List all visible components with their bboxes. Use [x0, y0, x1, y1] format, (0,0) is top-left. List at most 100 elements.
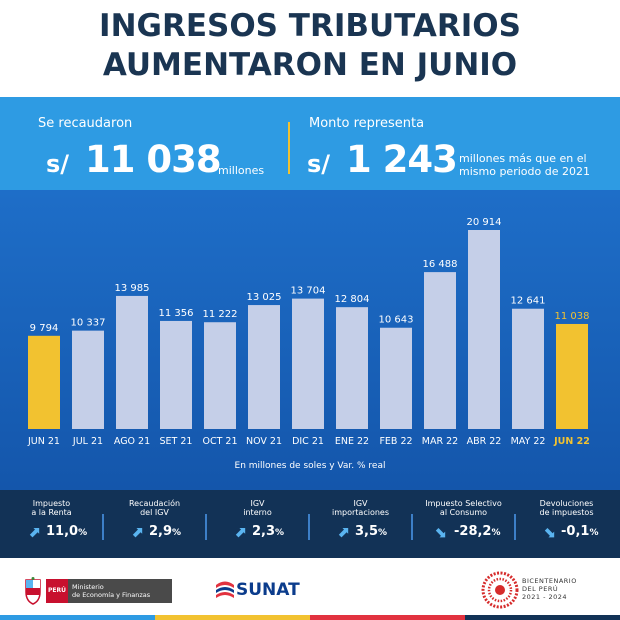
- indicator-label-line-1: IGV: [250, 499, 265, 508]
- indicator-value: 11,0%: [46, 524, 87, 539]
- x-tick-label: ENE 22: [335, 436, 369, 447]
- x-tick-label: ABR 22: [467, 436, 502, 447]
- indicator-label: IGV importaciones: [309, 499, 412, 517]
- page-title-line-1: INGRESOS TRIBUTARIOS: [99, 8, 521, 44]
- bicentenario-line-3: 2021 - 2024: [522, 593, 568, 601]
- indicator-value: -0,1%: [561, 524, 598, 539]
- bar-value-label: 13 985: [115, 283, 150, 294]
- x-tick-label: JUL 21: [72, 436, 103, 447]
- arrow-down-icon: ⬊: [543, 523, 556, 541]
- footer-color-stripe: [0, 615, 620, 620]
- indicator-label-line-1: Impuesto Selectivo: [425, 499, 502, 508]
- arrow-up-icon: ⬈: [234, 523, 247, 541]
- x-tick-label: NOV 21: [246, 436, 282, 447]
- bicentenario-emblem-icon: [481, 571, 519, 609]
- bicentenario-logo: BICENTENARIO DEL PERÚ 2021 - 2024: [480, 568, 590, 612]
- indicator-unit: %: [275, 528, 285, 538]
- x-tick-label: JUN 22: [553, 436, 590, 447]
- difference-currency: s/: [307, 150, 331, 178]
- bar-jun-22: [556, 323, 588, 429]
- bar-feb-22: [380, 327, 412, 429]
- indicator-number: 2,9: [149, 524, 173, 539]
- page-title-line-2: AUMENTARON EN JUNIO: [102, 47, 518, 83]
- bar-nov-21: [248, 305, 280, 429]
- bar-set-21: [160, 320, 192, 429]
- bar-value-label: 20 914: [467, 217, 502, 228]
- indicator-label-line-2: importaciones: [332, 508, 389, 517]
- bar-jun-21: [28, 335, 60, 429]
- indicator-number: -28,2: [454, 524, 492, 539]
- indicator-label-line-2: al Consumo: [439, 508, 488, 517]
- sunat-label: SUNAT: [236, 580, 300, 600]
- indicator-label-line-1: Impuesto: [32, 499, 71, 508]
- indicator-separator: [514, 514, 516, 540]
- peru-shield-icon: [25, 577, 41, 605]
- indicator-separator: [308, 514, 310, 540]
- indicator-unit: %: [78, 528, 88, 538]
- indicator-label: Recaudación del IGV: [103, 499, 206, 517]
- chart-note: En millones de soles y Var. % real: [234, 461, 386, 471]
- indicator-item: IGV interno ⬈ 2,3%: [206, 490, 309, 558]
- bar-value-label: 9 794: [30, 323, 59, 334]
- difference-value: 1 243: [346, 138, 458, 181]
- bar-value-label: 13 704: [291, 286, 326, 297]
- indicator-item: Recaudación del IGV ⬈ 2,9%: [103, 490, 206, 558]
- bar-may-22: [512, 308, 544, 429]
- bar-value-label: 16 488: [423, 259, 458, 270]
- collected-unit: millones: [218, 164, 265, 177]
- indicator-label-line-2: del IGV: [140, 508, 169, 517]
- collected-currency: s/: [46, 150, 70, 178]
- bar-ago-21: [116, 295, 148, 429]
- indicator-item: Impuesto a la Renta ⬈ 11,0%: [0, 490, 103, 558]
- difference-unit-line-1: millones más que en el: [459, 152, 587, 165]
- bar-ene-22: [336, 307, 368, 429]
- indicator-unit: %: [172, 528, 182, 538]
- bar-value-label: 10 643: [379, 315, 414, 326]
- x-tick-label: AGO 21: [114, 436, 150, 447]
- bicentenario-line-2: DEL PERÚ: [522, 585, 559, 593]
- indicator-number: 11,0: [46, 524, 79, 539]
- x-tick-label: OCT 21: [202, 436, 237, 447]
- indicator-value: 2,9%: [149, 524, 181, 539]
- arrow-up-icon: ⬈: [28, 523, 41, 541]
- bar-value-label: 11 038: [555, 311, 590, 322]
- indicator-label: IGV interno: [206, 499, 309, 517]
- x-tick-label: MAY 22: [511, 436, 546, 447]
- indicator-item: IGV importaciones ⬈ 3,5%: [309, 490, 412, 558]
- indicator-label-line-1: Devoluciones: [539, 499, 594, 508]
- indicator-item: Devoluciones de impuestos ⬊ -0,1%: [515, 490, 618, 558]
- arrow-up-icon: ⬈: [337, 523, 350, 541]
- difference-unit-line-2: mismo periodo de 2021: [459, 165, 590, 178]
- ministry-line-1: Ministerio: [72, 583, 104, 591]
- collected-label: Se recaudaron: [38, 116, 133, 131]
- bar-dic-21: [292, 298, 324, 429]
- indicator-number: 3,5: [355, 524, 379, 539]
- arrow-up-icon: ⬈: [131, 523, 144, 541]
- indicator-label: Devoluciones de impuestos: [515, 499, 618, 517]
- sunat-logo: SUNAT: [214, 575, 314, 607]
- stats-divider: [288, 122, 290, 174]
- indicator-separator: [205, 514, 207, 540]
- indicator-label-line-1: Recaudación: [128, 499, 181, 508]
- indicator-separator: [102, 514, 104, 540]
- bar-value-label: 11 222: [203, 309, 238, 320]
- indicator-label-line-2: de impuestos: [539, 508, 594, 517]
- bar-value-label: 10 337: [71, 318, 106, 329]
- collected-value: 11 038: [85, 138, 222, 181]
- bar-abr-22: [468, 230, 500, 429]
- ministry-name: Ministerio de Economía y Finanzas: [68, 579, 172, 603]
- stats-band: [0, 97, 620, 190]
- indicator-label-line-2: interno: [243, 508, 272, 517]
- indicator-unit: %: [491, 528, 501, 538]
- indicator-number: -0,1: [561, 524, 590, 539]
- indicator-value: 2,3%: [252, 524, 284, 539]
- indicator-unit: %: [589, 528, 599, 538]
- indicator-item: Impuesto Selectivo al Consumo ⬊ -28,2%: [412, 490, 515, 558]
- monthly-revenue-chart: 9 794 JUN 21 10 337 JUL 21 13 985 AGO 21 11 35…: [28, 217, 590, 447]
- indicator-value: -28,2%: [454, 524, 501, 539]
- difference-label: Monto representa: [309, 116, 425, 131]
- bicentenario-line-1: BICENTENARIO: [522, 577, 577, 585]
- bar-value-label: 12 804: [335, 294, 370, 305]
- bicentenario-text: BICENTENARIO DEL PERÚ 2021 - 2024: [522, 577, 577, 601]
- bar-mar-22: [424, 272, 456, 429]
